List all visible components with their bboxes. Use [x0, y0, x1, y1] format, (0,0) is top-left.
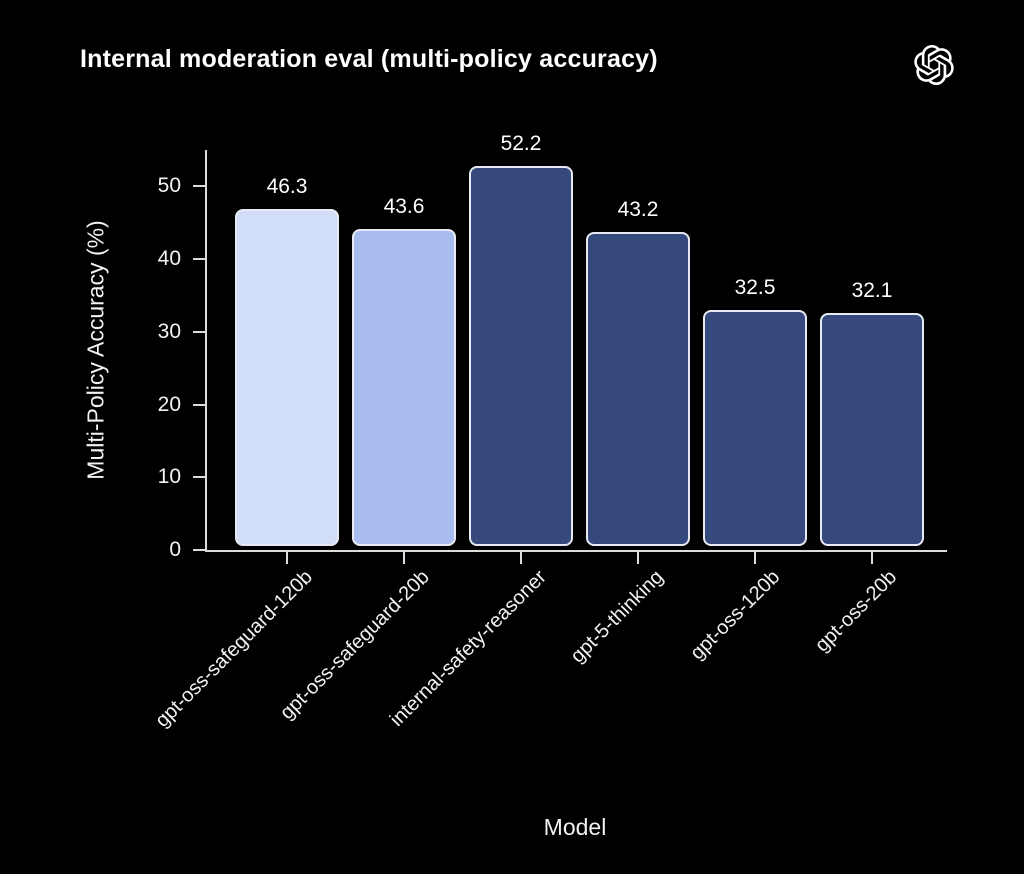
y-axis-label: Multi-Policy Accuracy (%) — [82, 220, 109, 480]
x-axis-label: Model — [543, 814, 607, 840]
bar-value-label: 52.2 — [500, 132, 542, 155]
x-axis-tick — [637, 552, 639, 564]
y-tick-label: 40 — [157, 247, 181, 270]
y-axis-tick — [193, 476, 205, 478]
bar-value-label: 46.3 — [266, 175, 308, 198]
y-tick-label: 20 — [157, 393, 181, 416]
y-tick-label: 30 — [157, 320, 181, 343]
y-axis-tick — [193, 258, 205, 260]
x-tick-label: gpt-oss-20b — [811, 566, 902, 657]
x-axis-tick — [754, 552, 756, 564]
x-axis-tick — [286, 552, 288, 564]
bar-internal-safety-reasoner — [469, 166, 573, 546]
x-axis-tick — [871, 552, 873, 564]
y-tick-label: 50 — [157, 174, 181, 197]
y-axis-tick — [193, 185, 205, 187]
bar-value-label: 32.1 — [851, 279, 893, 302]
bar-gpt-oss-120b — [703, 310, 807, 546]
bar-value-label: 43.6 — [383, 195, 425, 218]
y-tick-label: 10 — [157, 465, 181, 488]
bar-value-label: 43.2 — [617, 198, 659, 221]
x-axis-tick — [520, 552, 522, 564]
y-tick-label: 0 — [169, 538, 181, 561]
bar-gpt-oss-safeguard-20b — [352, 229, 456, 546]
y-axis-tick — [193, 331, 205, 333]
bar-gpt-oss-safeguard-120b — [235, 209, 339, 546]
y-axis-tick — [193, 404, 205, 406]
bar-value-label: 32.5 — [734, 276, 776, 299]
plot-area: 0 10 20 30 40 50 46.3 gpt-oss-safeguard-120b 43.… — [151, 132, 947, 732]
x-tick-label: gpt-oss-120b — [686, 566, 785, 665]
chart-title: Internal moderation eval (multi-policy a… — [80, 45, 658, 73]
bar-gpt-5-thinking — [586, 232, 690, 546]
x-axis-tick — [403, 552, 405, 564]
x-tick-label: gpt-5-thinking — [566, 566, 668, 668]
openai-logo-icon — [914, 45, 954, 85]
bar-gpt-oss-20b — [820, 313, 924, 546]
y-axis-tick — [193, 549, 205, 551]
